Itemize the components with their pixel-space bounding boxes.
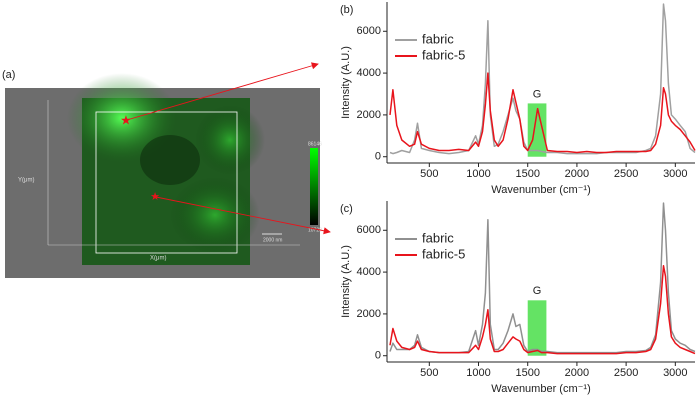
map-frame (95, 111, 238, 254)
legend-label: fabric-5 (422, 47, 465, 62)
map-blob (195, 105, 265, 175)
spectrum-line (389, 72, 696, 154)
arrow (126, 62, 319, 121)
x-tick-label: 2500 (614, 367, 638, 379)
x-axis-title: Wavenumber (cm⁻¹) (491, 383, 591, 395)
x-axis-title: Wavenumber (cm⁻¹) (491, 184, 591, 196)
y-tick-label: 0 (375, 151, 381, 163)
y-tick-label: 6000 (357, 224, 381, 236)
x-tick-label: 1000 (466, 367, 490, 379)
y-tick-label: 6000 (357, 25, 381, 37)
x-tick-label: 2000 (565, 367, 589, 379)
map-y-label: Y(μm) (18, 178, 34, 184)
map-panel: (a) Y(μm) X(μm) 86146 10728 2000 nm ★ ★ (2, 62, 331, 278)
highlight-label: G (533, 285, 542, 297)
marker-star: ★ (120, 112, 132, 127)
x-tick-label: 1500 (515, 367, 539, 379)
arrow (155, 196, 331, 235)
map-blob (170, 177, 260, 253)
y-tick-label: 4000 (357, 67, 381, 79)
x-tick-label: 500 (420, 168, 438, 180)
x-tick-label: 500 (420, 367, 438, 379)
y-tick-label: 2000 (357, 109, 381, 121)
colorbar-max: 86146 (308, 141, 322, 147)
x-tick-label: 3000 (663, 168, 687, 180)
colorbar-min: 10728 (308, 227, 322, 233)
panel-label: (c) (340, 203, 353, 215)
highlight-band (527, 103, 547, 157)
spectrum-line (389, 3, 696, 155)
legend-label: fabric (422, 31, 454, 46)
legend-label: fabric-5 (422, 246, 465, 261)
spectrum-line (389, 265, 696, 355)
y-tick-label: 4000 (357, 266, 381, 278)
x-tick-label: 2000 (565, 168, 589, 180)
y-axis-title: Intensity (A.U.) (340, 46, 352, 119)
legend-label: fabric (422, 230, 454, 245)
panel-label: (a) (2, 69, 15, 81)
highlight-band (527, 300, 547, 356)
panel-label: (b) (340, 4, 353, 16)
x-tick-label: 1000 (466, 168, 490, 180)
scale-bar-label: 2000 nm (263, 237, 282, 243)
y-tick-label: 2000 (357, 308, 381, 320)
y-axis-title: Intensity (A.U.) (340, 245, 352, 318)
marker-star: ★ (150, 191, 160, 203)
y-tick-label: 0 (375, 350, 381, 362)
colorbar (310, 148, 318, 225)
map-blob (67, 73, 177, 163)
x-tick-label: 3000 (663, 367, 687, 379)
highlight-label: G (533, 88, 542, 100)
x-tick-label: 2500 (614, 168, 638, 180)
map-x-label: X(μm) (150, 256, 166, 262)
map-blob (140, 135, 200, 185)
x-tick-label: 1500 (515, 168, 539, 180)
